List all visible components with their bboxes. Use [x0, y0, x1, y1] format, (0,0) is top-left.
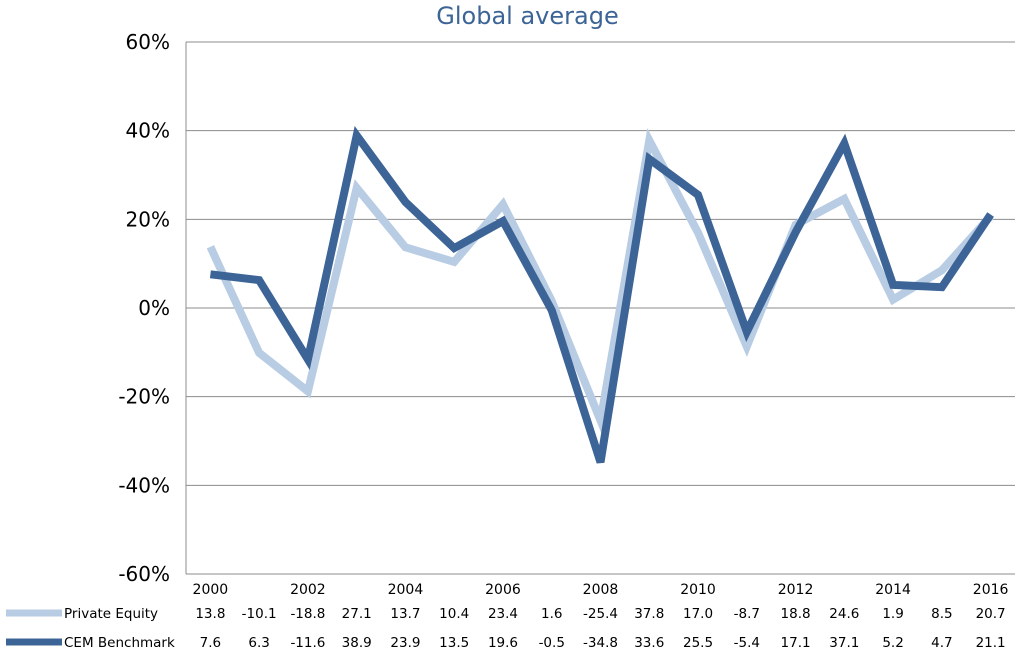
chart-title: Global average: [436, 2, 619, 30]
data-table-cell: -0.5: [539, 635, 565, 651]
y-tick-label: 20%: [126, 207, 170, 231]
data-table-cell: 13.8: [195, 606, 225, 622]
data-table-cell: 18.8: [781, 606, 811, 622]
data-table-cell: 17.1: [781, 635, 811, 651]
data-table-cell: 1.6: [541, 606, 562, 622]
data-table-cell: 8.5: [931, 606, 952, 622]
legend-label: CEM Benchmark: [64, 635, 175, 651]
x-tick-label: 2004: [388, 582, 424, 598]
data-table-cell: -34.8: [583, 635, 618, 651]
legend-label: Private Equity: [64, 606, 158, 622]
y-tick-label: -60%: [118, 562, 170, 586]
data-table-cell: 23.4: [488, 606, 518, 622]
x-tick-label: 2008: [583, 582, 619, 598]
x-tick-label: 2002: [290, 582, 326, 598]
data-table-cell: 27.1: [342, 606, 372, 622]
data-table-cell: 13.7: [390, 606, 420, 622]
data-table-cell: -10.1: [242, 606, 277, 622]
data-table-cell: 38.9: [342, 635, 372, 651]
data-table-cell: 33.6: [634, 635, 664, 651]
data-table-cell: 21.1: [976, 635, 1006, 651]
data-table-cell: 24.6: [829, 606, 859, 622]
series-line-private-equity: [206, 128, 994, 436]
x-tick-label: 2006: [485, 582, 521, 598]
y-tick-label: 40%: [126, 119, 170, 143]
y-tick-label: -20%: [118, 385, 170, 409]
data-table-cell: -8.7: [734, 606, 760, 622]
data-table-cell: 1.9: [882, 606, 903, 622]
y-tick-label: -40%: [118, 473, 170, 497]
data-table-cell: 5.2: [882, 635, 903, 651]
data-table-cell: 19.6: [488, 635, 518, 651]
x-tick-label: 2010: [680, 582, 716, 598]
x-tick-label: 2016: [973, 582, 1009, 598]
y-tick-label: 60%: [126, 30, 170, 54]
x-tick-label: 2014: [875, 582, 911, 598]
data-table-cell: 23.9: [390, 635, 420, 651]
data-table-cell: -18.8: [290, 606, 325, 622]
y-tick-label: 0%: [138, 296, 170, 320]
data-table-cell: 6.3: [248, 635, 269, 651]
data-table-cell: 25.5: [683, 635, 713, 651]
data-table-cell: 13.5: [439, 635, 469, 651]
data-table-cell: -11.6: [290, 635, 325, 651]
x-tick-label: 2000: [193, 582, 229, 598]
data-table-cell: 37.1: [829, 635, 859, 651]
data-table-cell: 20.7: [976, 606, 1006, 622]
series-line-cem-benchmark: [209, 125, 994, 464]
data-table-cell: 4.7: [931, 635, 952, 651]
data-table-cell: -5.4: [734, 635, 760, 651]
data-table-cell: 17.0: [683, 606, 713, 622]
data-table-cell: 10.4: [439, 606, 469, 622]
x-tick-label: 2012: [778, 582, 814, 598]
data-table-cell: 7.6: [200, 635, 221, 651]
data-table-cell: 37.8: [634, 606, 664, 622]
data-table-cell: -25.4: [583, 606, 618, 622]
